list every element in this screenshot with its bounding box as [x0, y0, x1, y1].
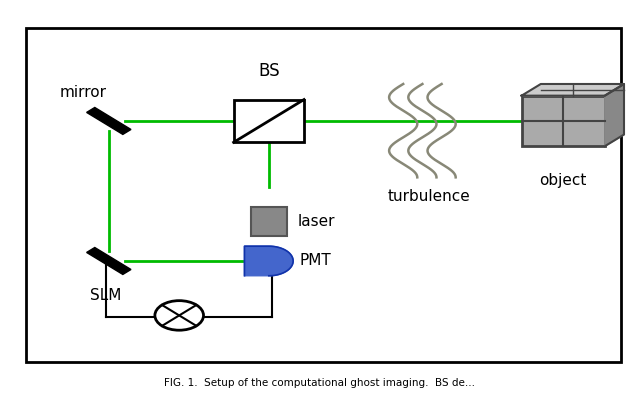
Text: PMT: PMT [300, 253, 332, 269]
Text: SLM: SLM [90, 288, 122, 303]
Text: laser: laser [298, 214, 335, 229]
Text: BS: BS [258, 62, 280, 80]
Bar [522, 96, 605, 146]
Text: object: object [540, 174, 587, 188]
Polygon shape [244, 246, 293, 276]
Polygon shape [86, 247, 131, 274]
Polygon shape [605, 84, 624, 146]
Polygon shape [522, 84, 624, 96]
Text: turbulence: turbulence [387, 189, 470, 204]
Bar [234, 99, 304, 142]
Text: FIG. 1.  Setup of the computational ghost imaging.  BS de...: FIG. 1. Setup of the computational ghost… [164, 379, 476, 389]
Circle shape [155, 301, 204, 330]
Polygon shape [86, 107, 131, 134]
Bar [26, 28, 621, 362]
Text: mirror: mirror [60, 85, 107, 99]
Bar [251, 207, 287, 236]
